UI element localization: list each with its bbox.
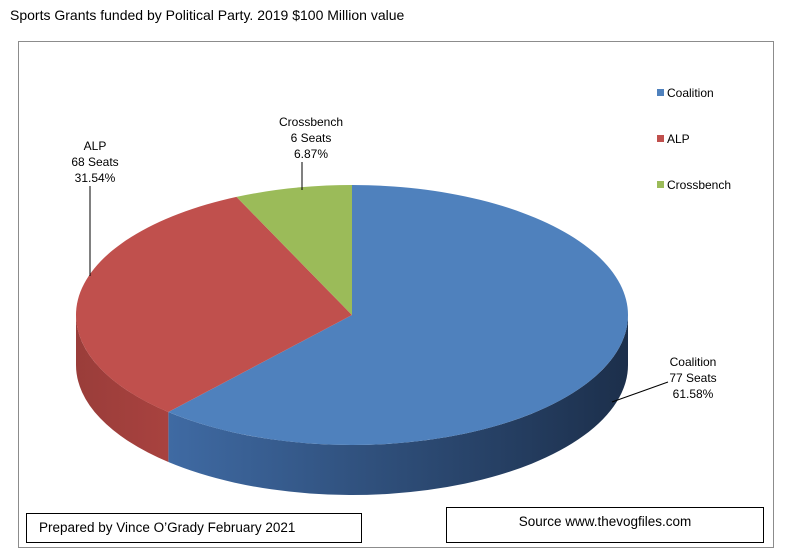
slice-crossbench [236,185,352,315]
data-label-crossbench-line-2: 6.87% [294,147,328,161]
prepared-by-text: Prepared by Vince O’Grady February 2021 [39,520,296,535]
source-box: Source www.thevogfiles.com [446,507,764,543]
legend-label-crossbench: Crossbench [667,178,731,192]
prepared-by-box: Prepared by Vince O’Grady February 2021 [26,513,362,543]
slice-side-coalition [168,315,628,495]
data-label-alp-line-2: 31.54% [75,171,116,185]
legend-label-alp: ALP [667,132,690,146]
data-label-crossbench-line-0: Crossbench [279,115,343,129]
legend-swatch-coalition [657,89,664,96]
data-label-alp-line-0: ALP [84,139,107,153]
data-label-crossbench-line-1: 6 Seats [291,131,332,145]
data-label-coalition-line-2: 61.58% [673,387,714,401]
data-label-alp: ALP 68 Seats 31.54% [71,139,118,185]
legend-swatch-alp [657,135,664,142]
legend-label-coalition: Coalition [667,86,714,100]
data-label-coalition-line-0: Coalition [670,355,717,369]
slice-coalition [168,185,628,445]
slice-side-alp [76,315,169,463]
data-label-coalition-line-1: 77 Seats [669,371,716,385]
legend-swatch-crossbench [657,181,664,188]
chart-title: Sports Grants funded by Political Party.… [10,7,405,23]
data-label-crossbench: Crossbench 6 Seats 6.87% [279,115,343,161]
data-label-alp-line-1: 68 Seats [71,155,118,169]
leader-line-coalition [611,381,669,403]
source-text: Source www.thevogfiles.com [518,514,692,529]
slice-alp [75,196,352,413]
data-label-coalition: Coalition 77 Seats 61.58% [669,355,716,401]
